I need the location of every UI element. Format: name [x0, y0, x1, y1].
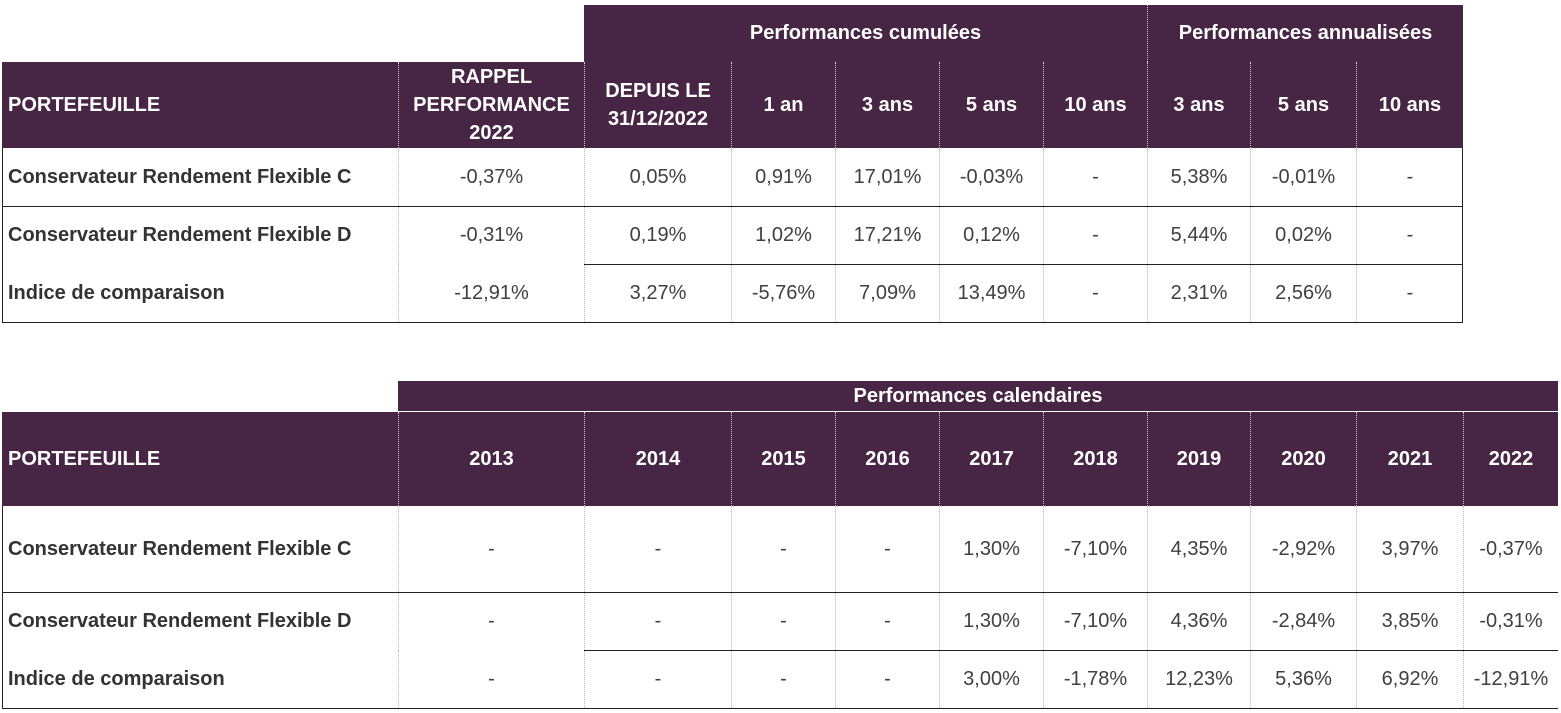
cell-value: 4,36%	[1147, 592, 1250, 650]
cell-value: 6,92%	[1356, 650, 1463, 708]
row-divider	[584, 264, 1463, 265]
cell-value: 1,02%	[731, 206, 835, 264]
cell-value: 0,12%	[939, 206, 1043, 264]
cell-value: -	[731, 592, 835, 650]
row-label: Conservateur Rendement Flexible D	[8, 609, 352, 632]
cell-value: 5,44%	[1147, 206, 1250, 264]
cell-value: -0,01%	[1250, 148, 1356, 206]
cell-value: 0,05%	[584, 148, 731, 206]
cell-value: 3,00%	[939, 650, 1043, 708]
col-header-ann-5ans: 5 ans	[1250, 62, 1356, 148]
col-header-year: 2021	[1356, 412, 1463, 506]
col-header-year: 2017	[939, 412, 1043, 506]
col-header-1an: 1 an	[731, 62, 835, 148]
col-header-10ans: 10 ans	[1043, 62, 1147, 148]
cell-value: -7,10%	[1043, 506, 1147, 592]
table-left-border	[2, 506, 3, 708]
cell-value: -	[835, 506, 939, 592]
cell-value: 3,85%	[1356, 592, 1463, 650]
cell-value: -0,37%	[398, 148, 584, 206]
cumulative-performance-table: Performances cumulées Performances annua…	[0, 0, 1561, 330]
cell-value: 4,35%	[1147, 506, 1250, 592]
col-header-year: 2022	[1463, 412, 1558, 506]
cell-value: -12,91%	[398, 264, 584, 322]
cell-value: -	[584, 650, 731, 708]
group-header-cumulative: Performances cumulées	[584, 5, 1147, 62]
cell-value: -	[1356, 264, 1463, 322]
cell-value: 0,91%	[731, 148, 835, 206]
cell-value: 17,21%	[835, 206, 939, 264]
table-right-border	[1462, 148, 1463, 322]
cell-value: 17,01%	[835, 148, 939, 206]
col-header-ann-10ans: 10 ans	[1356, 62, 1463, 148]
cell-value: -0,31%	[398, 206, 584, 264]
cell-value: -0,37%	[1463, 506, 1558, 592]
row-label: Indice de comparaison	[8, 281, 225, 304]
cell-value: 0,19%	[584, 206, 731, 264]
cell-value: -	[1356, 206, 1463, 264]
col-header-portefeuille: PORTEFEUILLE	[2, 62, 398, 148]
cell-value: -2,92%	[1250, 506, 1356, 592]
cell-value: 2,56%	[1250, 264, 1356, 322]
cell-value: -0,31%	[1463, 592, 1558, 650]
group-header-calendar: Performances calendaires	[398, 381, 1558, 411]
cell-value: 7,09%	[835, 264, 939, 322]
row-divider	[2, 592, 1558, 593]
cell-value: -5,76%	[731, 264, 835, 322]
cell-value: -0,03%	[939, 148, 1043, 206]
table-bottom-border	[2, 708, 1558, 709]
cell-value: -	[835, 650, 939, 708]
col-header-year: 2014	[584, 412, 731, 506]
col-header-depuis: DEPUIS LE 31/12/2022	[584, 62, 731, 148]
cell-value: 0,02%	[1250, 206, 1356, 264]
table-left-border	[2, 148, 3, 322]
cell-value: 5,36%	[1250, 650, 1356, 708]
row-label: Conservateur Rendement Flexible C	[8, 165, 352, 188]
col-header-year: 2018	[1043, 412, 1147, 506]
cell-value: -	[398, 592, 584, 650]
cell-value: -	[731, 506, 835, 592]
col-header-rappel: RAPPEL PERFORMANCE 2022	[398, 62, 584, 148]
row-divider	[2, 206, 1463, 207]
group-header-annualized: Performances annualisées	[1147, 5, 1463, 62]
row-divider	[584, 650, 1558, 651]
cell-value: 5,38%	[1147, 148, 1250, 206]
row-label: Conservateur Rendement Flexible D	[8, 223, 352, 246]
cell-value: -	[1043, 206, 1147, 264]
cell-value: -	[398, 506, 584, 592]
col-header-year: 2019	[1147, 412, 1250, 506]
cell-value: -	[584, 506, 731, 592]
cell-value: -	[835, 592, 939, 650]
cell-value: -	[584, 592, 731, 650]
col-header-ann-3ans: 3 ans	[1147, 62, 1250, 148]
col-header-year: 2020	[1250, 412, 1356, 506]
col-header-5ans: 5 ans	[939, 62, 1043, 148]
cell-value: 3,27%	[584, 264, 731, 322]
col-header-year: 2015	[731, 412, 835, 506]
row-label: Conservateur Rendement Flexible C	[8, 537, 352, 560]
cell-value: 1,30%	[939, 592, 1043, 650]
cell-value: -12,91%	[1463, 650, 1558, 708]
cell-value: -	[398, 650, 584, 708]
cell-value: 3,97%	[1356, 506, 1463, 592]
cell-value: 13,49%	[939, 264, 1043, 322]
col-header-3ans: 3 ans	[835, 62, 939, 148]
col-header-year: 2013	[398, 412, 584, 506]
col-header-year: 2016	[835, 412, 939, 506]
cell-value: -1,78%	[1043, 650, 1147, 708]
cell-value: -	[731, 650, 835, 708]
cell-value: 12,23%	[1147, 650, 1250, 708]
cell-value: -	[1043, 264, 1147, 322]
cell-value: -	[1356, 148, 1463, 206]
cell-value: 2,31%	[1147, 264, 1250, 322]
col-header-portefeuille: PORTEFEUILLE	[2, 412, 398, 506]
cell-value: -	[1043, 148, 1147, 206]
cell-value: 1,30%	[939, 506, 1043, 592]
row-label: Indice de comparaison	[8, 667, 225, 690]
cell-value: -2,84%	[1250, 592, 1356, 650]
table-bottom-border	[2, 322, 1463, 323]
cell-value: -7,10%	[1043, 592, 1147, 650]
